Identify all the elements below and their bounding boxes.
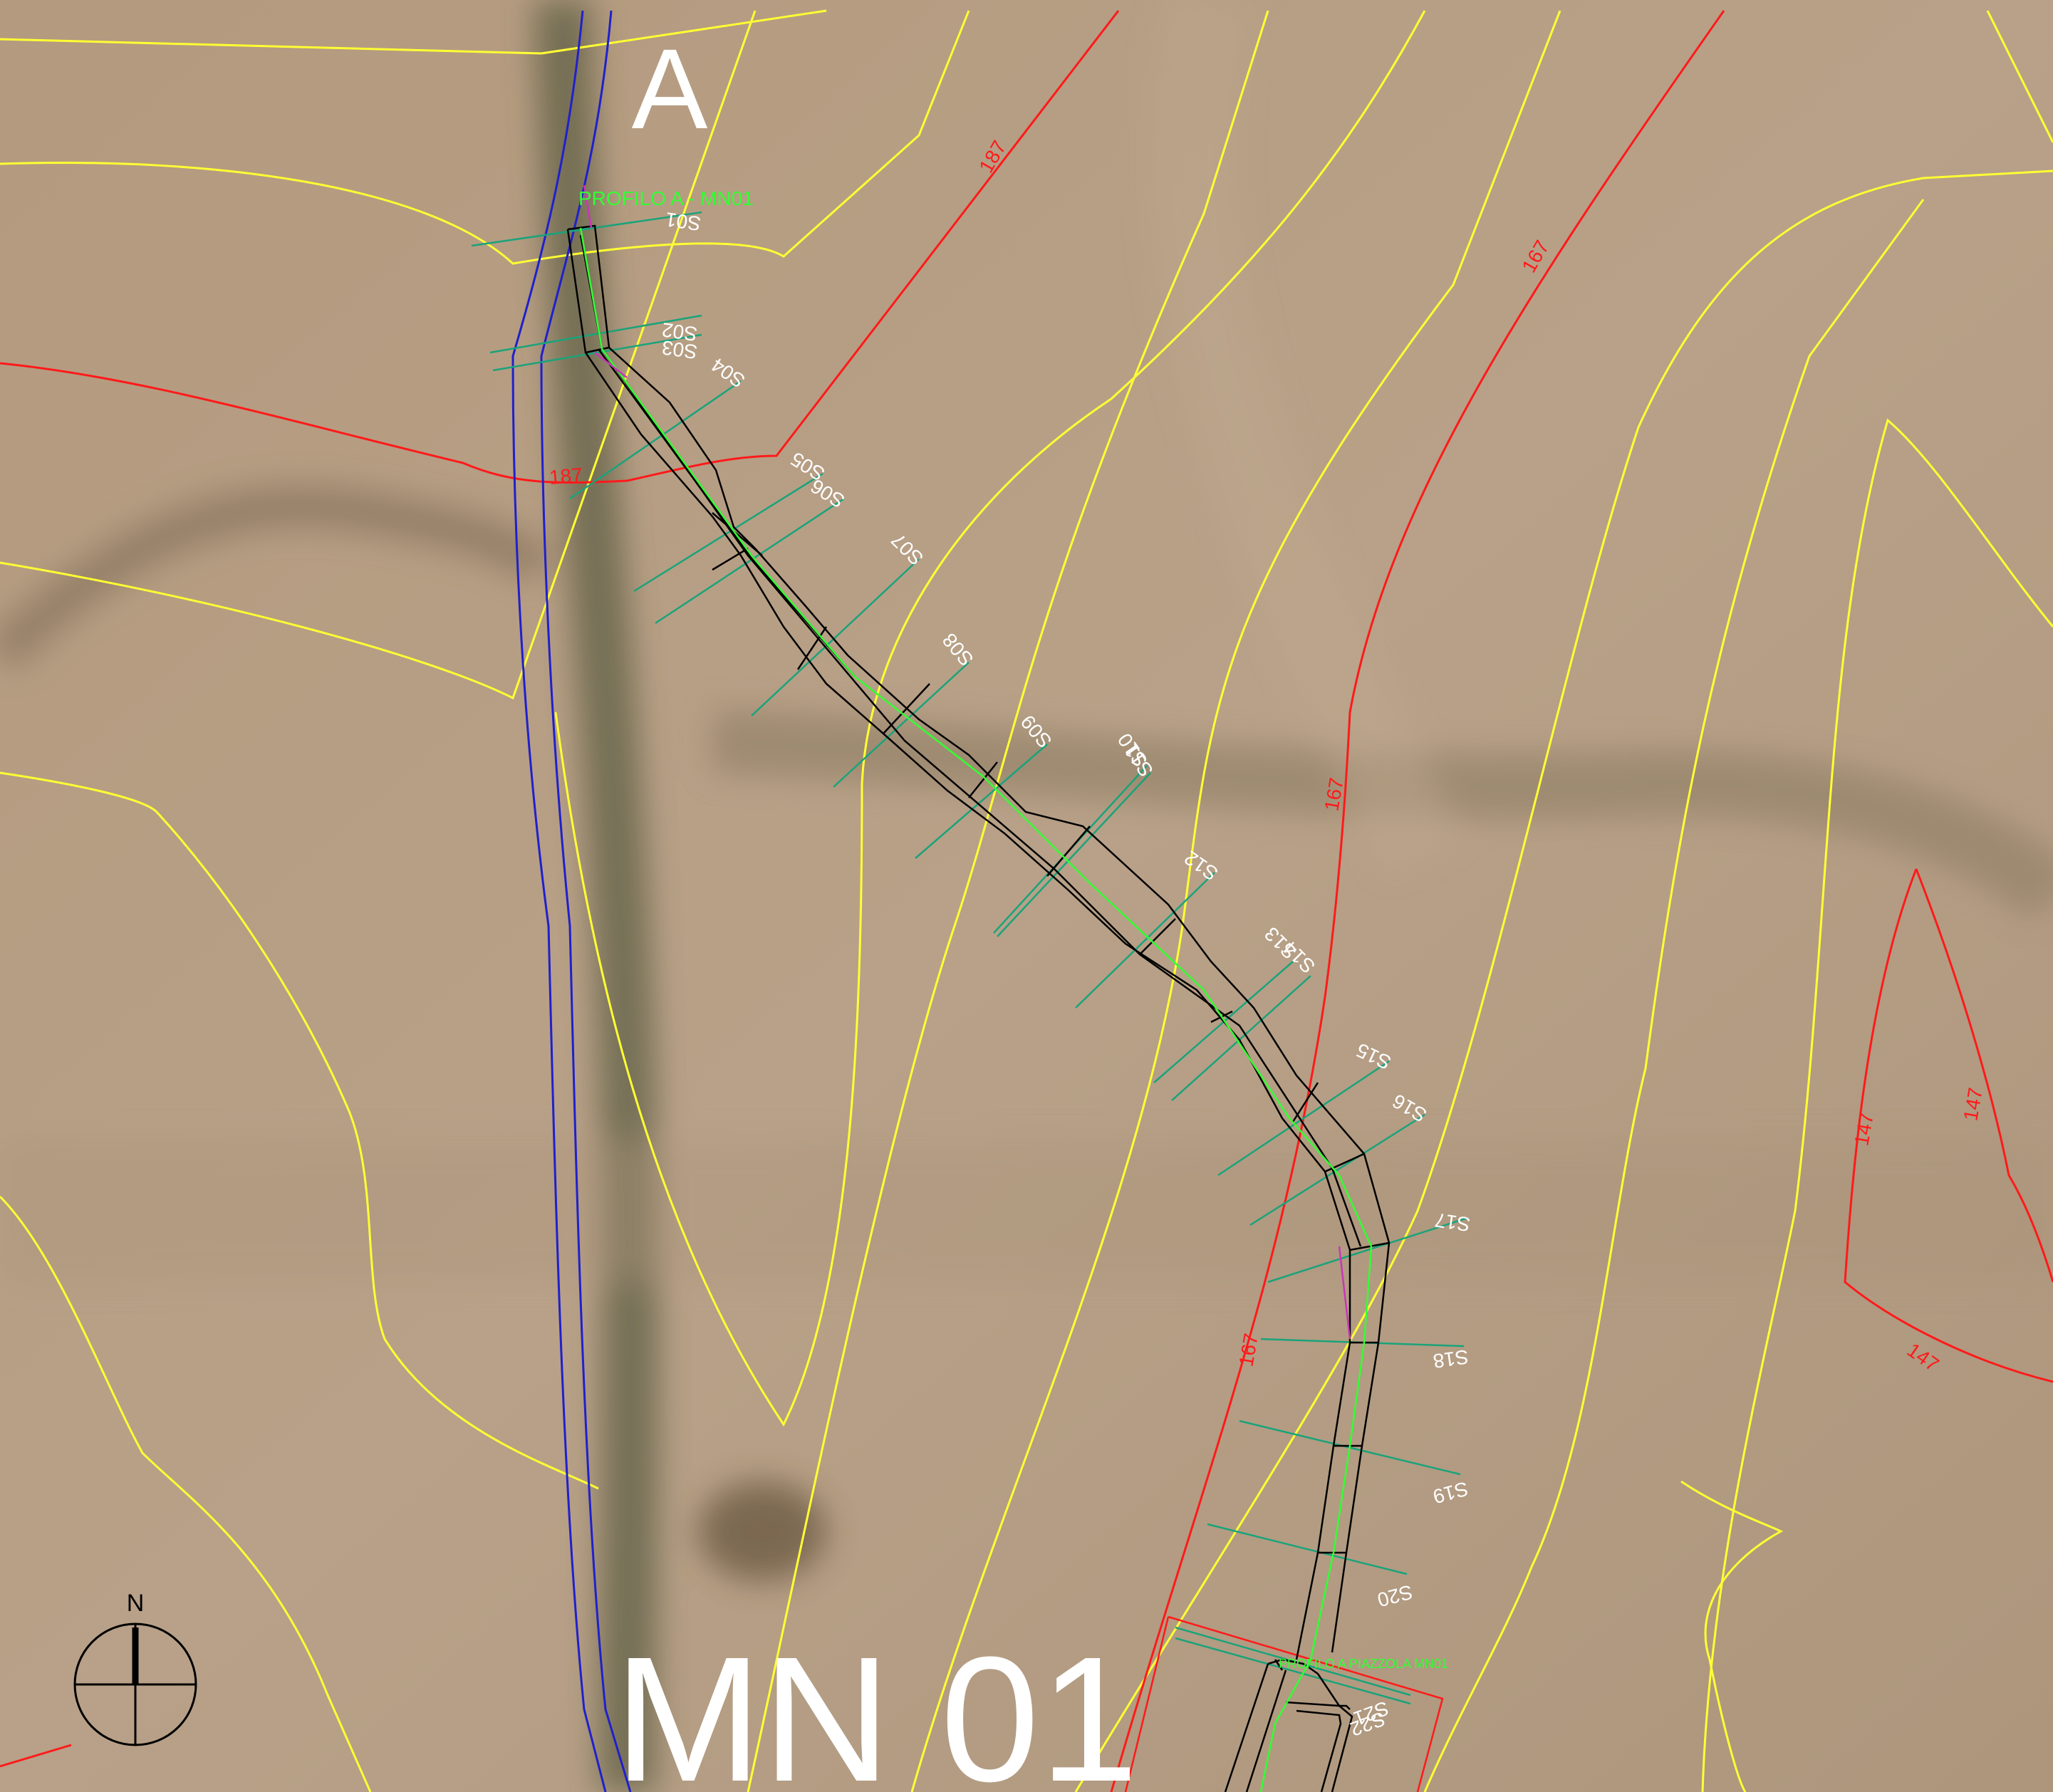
sheet-label: MN 01: [614, 1620, 1138, 1792]
section-line-s12: [1075, 872, 1215, 1009]
section-line-s20: [1207, 1523, 1408, 1575]
section-line-s02: [489, 314, 702, 354]
site-boundary: [1124, 1615, 1444, 1792]
section-line-s03: [492, 333, 702, 372]
road-outline: [566, 224, 1391, 1792]
section-line-s15: [1217, 1060, 1390, 1177]
profile-label: PROFILO A - MN01: [578, 187, 754, 209]
section-line-s11: [997, 772, 1151, 937]
section-line-s04: [569, 380, 742, 500]
section-line-s16: [1249, 1113, 1425, 1226]
end-label: PROFILO A PIAZZOLA MN01: [1279, 1657, 1448, 1671]
section-line-s17: [1267, 1217, 1468, 1283]
section-label-s01: S01: [664, 208, 702, 235]
contour-label-c187b: 187: [549, 464, 583, 489]
minor-contour-lines: [0, 9, 2053, 1792]
section-line-s09: [915, 744, 1048, 859]
river-banks: [511, 10, 632, 1792]
section-label-s18: S18: [1432, 1345, 1470, 1372]
section-line-s05: [633, 472, 823, 593]
section-line-s22: [1175, 1637, 1411, 1705]
section-line-s08: [833, 662, 970, 788]
major-contour-lines: [0, 10, 2053, 1792]
section-label-s17: S17: [1433, 1209, 1472, 1236]
section-label-s02: S02: [660, 318, 699, 345]
road-centerline: [579, 184, 1373, 1792]
section-line-s01: [471, 211, 702, 247]
section-label-s03: S03: [660, 336, 699, 363]
north-arrow-icon: N: [73, 1590, 197, 1746]
section-line-s14: [1171, 975, 1311, 1101]
north-label: N: [127, 1590, 145, 1617]
profile-letter: A: [632, 25, 708, 152]
section-line-s07: [751, 558, 920, 717]
section-line-s06: [655, 497, 845, 625]
